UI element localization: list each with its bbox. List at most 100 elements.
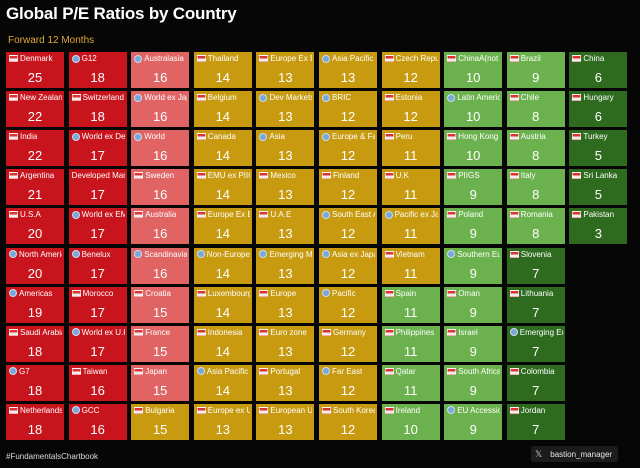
pe-cell-label: ChinaA(not in xyxy=(447,54,500,63)
pe-cell-name: North America xyxy=(19,249,62,259)
pe-cell-label: PIIGS xyxy=(447,171,500,180)
pe-cell-name: China xyxy=(583,54,605,63)
pe-cell-name: Americas xyxy=(19,288,53,298)
flag-icon xyxy=(509,55,519,62)
pe-cell-name: Czech Repub xyxy=(395,54,438,63)
pe-cell: Europe 13 xyxy=(256,286,315,323)
pe-cell-name: Europe ex UK xyxy=(207,405,250,415)
flag-icon xyxy=(196,406,206,414)
pe-cell-value: 11 xyxy=(403,304,418,320)
pe-cell-value: 8 xyxy=(532,226,540,242)
pe-cell-value: 12 xyxy=(403,109,418,125)
pe-cell-label: U.A.E xyxy=(259,210,312,219)
pe-cell-label: European Un xyxy=(259,406,312,415)
pe-cell-name: U.S.A xyxy=(20,210,41,220)
pe-cell: Brazil 9 xyxy=(506,52,565,88)
pe-cell-value: 13 xyxy=(278,70,293,85)
pe-cell-name: Europe & Far xyxy=(332,132,375,142)
pe-cell-value: 5 xyxy=(594,187,602,203)
pe-cell-label: Belgium xyxy=(196,93,250,103)
author-credit[interactable]: 𝕏 bastion_manager xyxy=(531,446,619,462)
pe-cell: Poland 9 xyxy=(444,208,503,245)
pe-cell-name: Philippines xyxy=(395,327,435,337)
pe-cell-name: South Africa xyxy=(458,366,501,376)
flag-icon xyxy=(196,94,206,102)
pe-cell: Hong Kong 10 xyxy=(444,130,503,167)
pe-cell-label: Saudi Arabia xyxy=(9,328,62,337)
flag-icon xyxy=(9,133,18,141)
flag-icon xyxy=(259,406,269,414)
pe-cell-name: Japan xyxy=(145,366,167,376)
pe-cell: World ex U.K 17 xyxy=(68,325,127,362)
pe-cell-label: Israel xyxy=(447,328,500,337)
flag-icon xyxy=(384,289,394,297)
flag-icon xyxy=(509,133,519,141)
flag-icon xyxy=(196,328,206,336)
flag-icon xyxy=(447,211,457,219)
pe-cell: U.S.A 20 xyxy=(6,208,64,245)
flag-icon xyxy=(71,289,81,297)
pe-cell-name: Qatar xyxy=(395,366,416,376)
pe-cell: Pacific ex Jap 11 xyxy=(381,208,440,245)
pe-cell: Turkey 5 xyxy=(569,130,628,167)
pe-cell-name: Europe xyxy=(270,288,297,298)
pe-cell-label: Denmark xyxy=(9,54,62,63)
pe-cell-label: World ex Japa xyxy=(134,93,187,102)
pe-cell: Vietnam 11 xyxy=(381,247,440,284)
pe-cell-label: Developed Mark xyxy=(72,171,125,180)
flag-icon xyxy=(572,94,582,102)
flag-icon xyxy=(259,367,269,375)
pe-cell-value: 11 xyxy=(403,226,418,242)
pe-cell-name: Benelux xyxy=(81,249,111,259)
pe-cell-name: Peru xyxy=(395,132,413,142)
pe-cell-value: 9 xyxy=(469,265,477,281)
pe-cell-name: Saudi Arabia xyxy=(20,327,62,337)
pe-cell-label: Pacific xyxy=(322,289,375,298)
flag-icon xyxy=(9,172,18,180)
pe-cell-label: Ireland xyxy=(384,406,438,415)
pe-cell-value: 12 xyxy=(340,343,356,359)
pe-cell: Indonesia 14 xyxy=(193,325,252,362)
pe-cell-name: Hungary xyxy=(583,93,614,103)
hashtag-label: #FundamentalsChartbook xyxy=(6,452,99,461)
flag-icon xyxy=(509,172,519,180)
pe-cell-label: Oman xyxy=(447,289,500,298)
pe-cell-label: Scandinavia xyxy=(134,250,187,259)
pe-cell: Belgium 14 xyxy=(193,91,252,128)
pe-cell-label: Japan xyxy=(134,367,187,376)
flag-icon xyxy=(259,55,269,62)
pe-cell: Austria 8 xyxy=(506,130,565,167)
flag-icon xyxy=(447,328,457,336)
pe-cell-name: Scandinavia xyxy=(144,249,188,259)
pe-cell-label: South Africa xyxy=(447,367,500,376)
globe-icon xyxy=(134,250,143,258)
pe-cell: Asia Pacific e 13 xyxy=(319,52,377,88)
pe-cell-value: 17 xyxy=(90,187,105,203)
pe-cell-value: 16 xyxy=(90,421,105,437)
pe-cell: Argentina 21 xyxy=(6,169,64,206)
pe-cell: Emerging Ma 13 xyxy=(256,247,315,284)
pe-cell-label: Emerging Ma xyxy=(259,250,312,259)
pe-cell-value: 11 xyxy=(403,343,418,359)
pe-cell-name: Belgium xyxy=(207,93,237,103)
pe-cell-label: Argentina xyxy=(9,171,62,180)
pe-cell-name: PIIGS xyxy=(458,171,480,181)
pe-cell-label: Euro zone xyxy=(259,328,312,337)
pe-cell-label: Romania xyxy=(509,210,563,219)
flag-icon xyxy=(196,133,206,141)
pe-cell-name: Spain xyxy=(395,288,417,298)
pe-cell-name: Germany xyxy=(333,327,366,337)
pe-cell: Emerging Eur 7 xyxy=(506,325,565,362)
pe-cell: Lithuania 7 xyxy=(506,286,565,323)
globe-icon xyxy=(447,406,456,415)
pe-cell-value: 13 xyxy=(278,265,293,281)
pe-cell-name: Europe Ex EM xyxy=(207,210,250,220)
pe-cell-value: 16 xyxy=(152,187,168,203)
flag-icon xyxy=(384,133,394,141)
pe-cell-name: Estonia xyxy=(395,93,423,103)
pe-cell-label: Americas xyxy=(9,289,62,298)
pe-cell: Spain 11 xyxy=(381,286,440,323)
pe-cell-label: Peru xyxy=(384,132,438,142)
pe-cell-value: 14 xyxy=(215,148,231,164)
pe-cell-label: Europe Ex EM xyxy=(259,54,312,63)
